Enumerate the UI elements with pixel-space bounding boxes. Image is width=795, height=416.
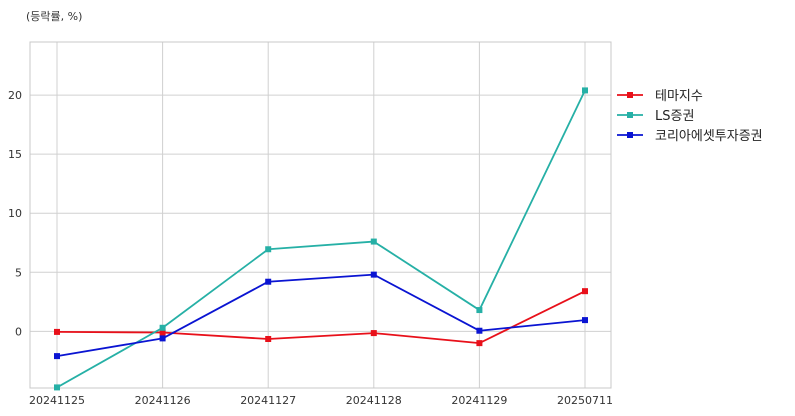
x-tick-label: 20250711 bbox=[557, 394, 613, 407]
x-tick-label: 20241129 bbox=[451, 394, 507, 407]
data-point bbox=[265, 278, 272, 285]
data-point bbox=[476, 307, 483, 314]
legend-item: 코리아에셋투자증권 bbox=[617, 129, 763, 144]
data-point bbox=[54, 353, 60, 360]
legend-swatch-marker bbox=[627, 132, 633, 138]
legend-swatch-marker bbox=[627, 112, 633, 118]
plot-frame bbox=[29, 41, 612, 389]
data-point bbox=[159, 324, 166, 331]
data-point bbox=[159, 335, 166, 342]
x-tick-labels: 20241125 20241126 20241127 20241128 20241129… bbox=[29, 394, 613, 407]
y-tick-label: 0 bbox=[15, 325, 22, 338]
series-lines bbox=[54, 87, 588, 391]
series-line bbox=[56, 273, 586, 358]
x-tick-label: 20241126 bbox=[135, 394, 191, 407]
y-tick-labels: 0 5 10 15 20 bbox=[8, 89, 22, 338]
data-point bbox=[54, 328, 60, 335]
data-point bbox=[370, 271, 377, 278]
legend-label: 코리아에셋투자증권 bbox=[655, 129, 763, 144]
data-point bbox=[582, 87, 588, 94]
legend-label: 테마지수 bbox=[655, 89, 703, 104]
data-point bbox=[159, 329, 166, 336]
y-tick-label: 10 bbox=[8, 207, 22, 220]
series-line bbox=[56, 290, 586, 345]
x-tick-label: 20241125 bbox=[29, 394, 85, 407]
series-line bbox=[56, 90, 586, 389]
data-point bbox=[370, 238, 377, 245]
data-point bbox=[54, 384, 60, 391]
data-point bbox=[582, 288, 588, 295]
legend-swatch-marker bbox=[627, 92, 633, 98]
series-1 bbox=[54, 288, 588, 347]
y-tick-label: 5 bbox=[15, 266, 22, 279]
data-point bbox=[265, 335, 272, 342]
data-point bbox=[370, 330, 377, 337]
y-tick-label: 20 bbox=[8, 89, 22, 102]
data-point bbox=[582, 317, 588, 324]
data-point bbox=[265, 246, 272, 253]
series-3 bbox=[54, 271, 588, 360]
y-axis-unit-label: (등락률, %) bbox=[26, 10, 82, 23]
x-tick-label: 20241127 bbox=[240, 394, 296, 407]
data-point bbox=[476, 327, 483, 334]
legend-label: LS증권 bbox=[655, 109, 694, 124]
series-2 bbox=[54, 87, 588, 391]
legend-item: 테마지수 bbox=[617, 89, 703, 104]
data-point bbox=[476, 340, 483, 347]
legend-item: LS증권 bbox=[617, 109, 694, 124]
x-tick-label: 20241128 bbox=[346, 394, 402, 407]
y-tick-label: 15 bbox=[8, 148, 22, 161]
